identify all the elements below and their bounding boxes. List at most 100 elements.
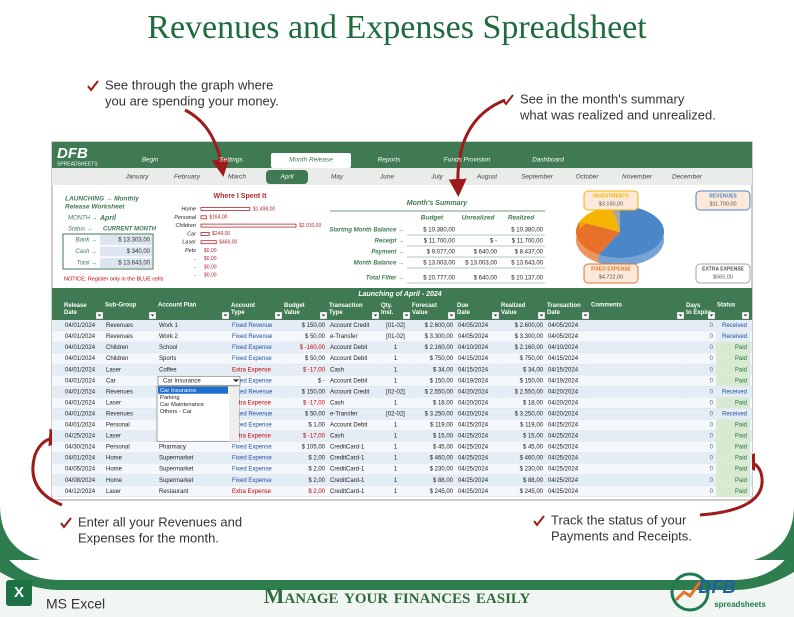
table-cell: 04/01/2024 [65, 345, 96, 351]
table-cell: Supermarket [159, 467, 194, 473]
table-cell: $ 2,00 [308, 467, 325, 473]
column-header: Account Type [231, 303, 255, 316]
logo-sub: SPREADSHEETS [57, 161, 98, 167]
logo: DFB [57, 145, 88, 162]
dropdown-arrow [233, 379, 239, 383]
pie-slice-side [598, 206, 664, 266]
summary-value: $ 13.003,00 [423, 261, 455, 267]
panel-title: LAUNCHING → Monthly [65, 196, 139, 203]
filter-arrow [743, 314, 748, 317]
checkmark [87, 80, 99, 92]
status-cell [716, 419, 750, 431]
table-cell: $ - [318, 378, 325, 384]
month-tab: November [622, 174, 653, 181]
pie-card [695, 190, 751, 211]
table-cell: 04/25/2024 [548, 434, 579, 440]
table-cell: 1 [394, 367, 398, 373]
table-cell: Sports [159, 356, 176, 362]
table-cell: 04/01/2024 [65, 389, 96, 395]
table-cell: Paid [735, 434, 747, 440]
tab-bar [52, 142, 752, 168]
table-cell: $ 15,00 [433, 434, 454, 440]
table-cell: 0 [710, 323, 714, 329]
notice: NOTICE: Register only in the BLUE cells [64, 276, 164, 282]
table-cell: Paid [735, 367, 747, 373]
status-cell [716, 463, 750, 475]
table-cell: $ -17,00 [303, 434, 326, 440]
bar-label: - [194, 265, 196, 271]
table-cell: 04/25/2024 [548, 489, 579, 495]
dropdown-box[interactable] [157, 375, 241, 386]
summary-value: $ 10.380,00 [423, 228, 455, 234]
month-tab: March [228, 174, 246, 181]
bar-label: Personal [174, 215, 196, 221]
dropdown-option[interactable]: Parking [160, 395, 180, 401]
table-cell: $ 2.600,00 [425, 323, 454, 329]
tab: Dashboard [532, 157, 564, 164]
table-cell: Paid [735, 467, 747, 473]
table-cell: [01-02] [386, 323, 405, 329]
table-cell: 04/01/2024 [65, 400, 96, 406]
pie-label: REVENUES [709, 193, 737, 199]
table-cell: 0 [710, 378, 714, 384]
dropdown-option[interactable]: Car Maintenance [160, 402, 204, 408]
pie-value-label: $3.150,00 [599, 201, 623, 207]
table-cell: Paid [735, 489, 747, 495]
balance-value: $ 13.643,00 [118, 261, 150, 267]
table-cell: Paid [735, 456, 747, 462]
status-cell [716, 408, 750, 420]
callout-text: Enter all your Revenues and [78, 514, 242, 529]
table-cell: $ 150,00 [302, 389, 326, 395]
table-cell: 1 [394, 423, 398, 429]
table-cell: $ 50,00 [305, 356, 326, 362]
table-cell: Fixed Expense [232, 378, 272, 384]
table-cell: 04/01/2024 [65, 323, 96, 329]
bar-value-label: $2.910,00 [299, 223, 321, 229]
table-cell: Fixed Expense [232, 478, 272, 484]
table-cell: 0 [710, 411, 714, 417]
table-cell: 0 [710, 356, 714, 362]
table-cell: [02-02] [386, 411, 405, 417]
table-cell: $ 3.250,00 [515, 411, 544, 417]
tab-active [271, 153, 351, 168]
table-cell: $ 1,00 [308, 423, 325, 429]
column-header: Days to Expire [686, 303, 712, 316]
column-header: Transaction Date [547, 303, 581, 316]
table-cell: 04/25/2024 [458, 478, 489, 484]
dropdown-option[interactable]: Car Insurance [160, 388, 196, 394]
table-cell: 04/05/2024 [458, 323, 489, 329]
summary-value: $ 20.137,00 [511, 276, 543, 282]
callout-text: See in the month's summary [520, 91, 685, 106]
status-cell [716, 441, 750, 453]
table-cell: $ -17,00 [303, 367, 326, 373]
table-header-bar [52, 299, 752, 320]
table-row [52, 364, 752, 376]
bar-value-label: $0,00 [204, 273, 217, 279]
table-cell: 0 [710, 389, 714, 395]
table-cell: $ 88,00 [523, 478, 544, 484]
table-cell: Paid [735, 345, 747, 351]
bar-value-label: $1.498,00 [253, 206, 275, 212]
table-cell: 0 [710, 423, 714, 429]
filter-arrow [223, 314, 228, 317]
pie-label: INVESTMENTS [593, 193, 629, 199]
table-cell: 04/05/2024 [548, 323, 579, 329]
table-cell: Received [722, 334, 747, 340]
table-cell: 04/25/2024 [458, 456, 489, 462]
chart-title: Where I Spent It [214, 193, 268, 200]
table-cell: Home [106, 478, 123, 484]
table-cell: Extra Expense [232, 367, 272, 373]
dropdown-option[interactable]: Others - Car [160, 409, 192, 415]
table-cell: Extra Expense [232, 434, 272, 440]
pie-value-label: $11.700,00 [709, 201, 736, 207]
table-cell: 04/05/2024 [65, 467, 96, 473]
table-cell: $ 460,00 [430, 456, 454, 462]
table-cell: Received [722, 389, 747, 395]
callout-text: you are spending your money. [105, 93, 279, 108]
table-cell: 1 [394, 400, 398, 406]
table-cell: Fixed Revenue [232, 389, 273, 395]
table-cell: 04/25/2024 [458, 489, 489, 495]
column-header: Transaction Type [329, 303, 363, 316]
brand-logo-arrow [674, 581, 702, 602]
